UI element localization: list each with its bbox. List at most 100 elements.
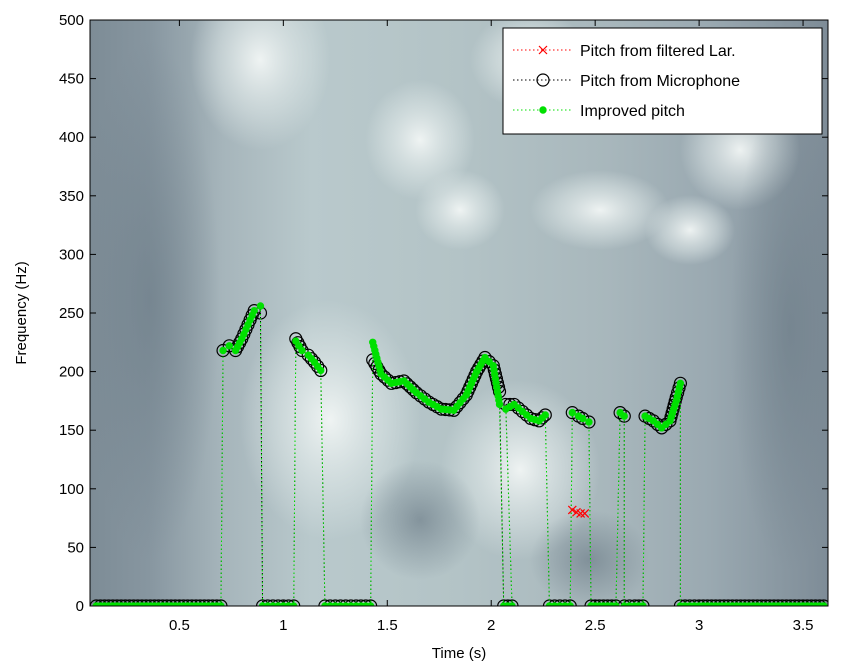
data-point (339, 599, 353, 606)
data-point (298, 346, 306, 355)
data-point (617, 599, 631, 606)
data-point-interp (281, 599, 296, 606)
legend-item-mic: Pitch from Microphone (513, 73, 740, 90)
x-axis-label: Time (s) (432, 645, 486, 662)
data-point-interp (804, 599, 818, 606)
data-point (628, 599, 642, 606)
data-point-interp (456, 392, 470, 406)
data-point (225, 342, 233, 350)
data-point (317, 366, 325, 375)
y-tick-label: 100 (59, 481, 84, 498)
data-point (538, 408, 552, 422)
y-tick-label: 450 (59, 71, 84, 88)
data-point-interp (601, 599, 615, 606)
y-tick-label: 500 (59, 12, 84, 29)
data-point-interp (678, 599, 692, 606)
data-point-interp (738, 599, 752, 606)
data-point-interp (122, 599, 137, 606)
data-point (796, 599, 810, 606)
data-point-interp (147, 599, 162, 606)
data-point (734, 599, 748, 606)
x-tick-label: 1 (279, 617, 287, 634)
data-point-interp (717, 599, 731, 606)
legend-item-lar: Pitch from filtered Lar. (513, 43, 736, 60)
data-point-interp (354, 599, 368, 606)
data-point (563, 599, 577, 606)
series-connector (505, 409, 513, 606)
data-point-interp (135, 599, 149, 606)
data-point (505, 599, 519, 606)
data-point-interp (813, 599, 827, 606)
data-point-interp (127, 599, 141, 606)
data-point-interp (779, 599, 794, 606)
data-point (553, 599, 567, 606)
spectrogram-blob (730, 90, 828, 570)
data-point (568, 408, 576, 417)
data-point-interp (800, 599, 814, 606)
y-tick-label: 200 (59, 364, 84, 381)
data-point-interp (588, 599, 602, 606)
data-point-interp (558, 599, 572, 606)
data-point-interp (164, 599, 178, 606)
spectrogram-blob (530, 170, 670, 250)
data-point (817, 599, 828, 606)
data-point (276, 599, 290, 606)
data-point-interp (176, 599, 191, 606)
data-point-interp (359, 599, 373, 606)
series-connector (588, 421, 592, 606)
data-point (609, 599, 623, 606)
data-point-interp (750, 599, 764, 606)
data-point (287, 599, 301, 606)
data-point-interp (333, 599, 348, 606)
legend-swatch-marker (538, 45, 548, 55)
data-point-interp (808, 599, 823, 606)
data-point-interp (746, 599, 760, 606)
spectrogram-blob (365, 80, 475, 200)
data-point (90, 599, 103, 606)
data-point-interp (725, 599, 739, 606)
data-point-interp (189, 599, 203, 606)
data-point (110, 599, 124, 606)
data-point-interp (605, 599, 619, 606)
data-point-interp (548, 599, 562, 606)
x-tick-label: 0.5 (169, 617, 190, 634)
data-point (580, 508, 590, 518)
series-connector (320, 370, 326, 606)
data-point-interp (97, 599, 112, 606)
plot-frame (89, 19, 829, 607)
data-point-interp (210, 599, 224, 606)
data-point (250, 306, 258, 315)
y-axis-label: Frequency (Hz) (13, 261, 30, 364)
legend-swatch-marker (536, 73, 550, 87)
data-point-interp (687, 599, 702, 606)
y-tick-label: 400 (59, 129, 84, 146)
spectrogram-blob (645, 195, 735, 265)
data-point (497, 599, 511, 606)
data-point-interp (501, 599, 515, 606)
data-point (214, 599, 228, 606)
data-point-interp (201, 599, 216, 606)
data-point (713, 599, 727, 606)
y-tick-label: 350 (59, 188, 84, 205)
legend-label: Improved pitch (580, 103, 685, 120)
data-point-interp (783, 599, 798, 606)
data-point-interp (181, 599, 195, 606)
data-point-interp (261, 599, 275, 606)
data-point (567, 505, 577, 515)
x-tick-label: 3.5 (793, 617, 814, 634)
data-point-interp (118, 599, 132, 606)
spectrogram-blob (90, 40, 220, 560)
data-point-interp (156, 599, 170, 606)
series-connector (220, 350, 224, 606)
legend-label: Pitch from Microphone (580, 73, 740, 90)
data-point-interp (102, 599, 116, 606)
data-point (617, 409, 631, 423)
data-point (266, 599, 280, 606)
x-axis-ticks: 0.5 1 1.5 2 2.5 3 3.5 (169, 20, 814, 634)
y-axis-ticks: 0 50 100 150 200 250 300 350 400 450 500 (59, 12, 828, 615)
legend-swatch-marker (539, 106, 547, 114)
y-tick-label: 50 (67, 539, 84, 556)
data-point (613, 406, 627, 420)
series-connector (259, 312, 264, 606)
spectrogram-blob (415, 170, 505, 250)
